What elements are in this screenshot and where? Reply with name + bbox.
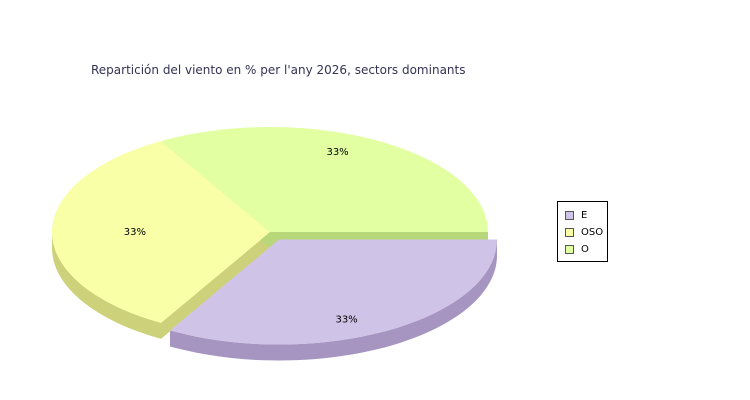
slice-edge-oso-0: [161, 232, 270, 339]
legend-swatch-oso: [565, 227, 574, 237]
chart-title: Repartición del viento en % per l'any 20…: [91, 63, 466, 77]
legend-item-oso: OSO: [565, 226, 603, 238]
legend-item-e: E: [565, 209, 587, 221]
legend: E OSO O: [557, 201, 608, 262]
data-label-oso: 33%: [124, 227, 146, 238]
legend-label-oso: OSO: [581, 226, 604, 238]
slice-side-oso: [51, 232, 161, 339]
legend-item-o: O: [565, 243, 589, 255]
data-label-o: 33%: [326, 147, 348, 158]
slice-side-e: [170, 239, 497, 361]
slice-oso: [52, 141, 270, 323]
data-label-e: 33%: [335, 315, 357, 326]
slice-e: [170, 239, 497, 345]
legend-label-e: E: [581, 209, 588, 221]
legend-swatch-e: [565, 210, 574, 220]
legend-label-o: O: [581, 243, 589, 255]
legend-swatch-o: [565, 244, 574, 254]
slice-o: [161, 127, 488, 232]
